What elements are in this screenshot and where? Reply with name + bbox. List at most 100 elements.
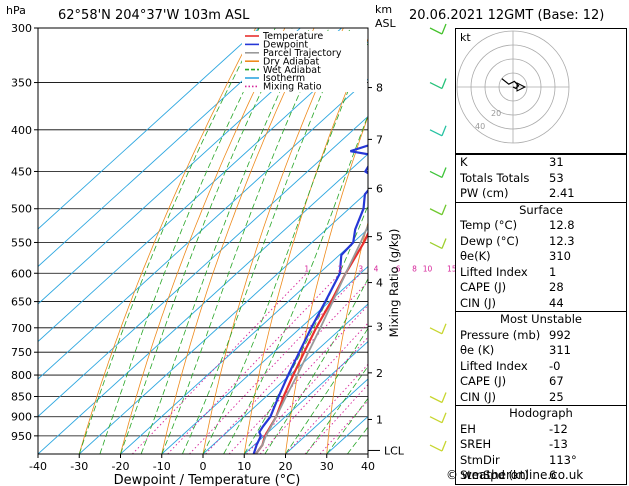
wind-barb-staff <box>429 81 443 90</box>
hodograph-ring-label: 40 <box>475 122 485 131</box>
mixing-ratio-label: 8 <box>412 264 417 273</box>
most-unstable-value: 311 <box>549 343 571 357</box>
dry-adiabat--30 <box>78 28 257 454</box>
x-tick-label: 10 <box>237 460 251 473</box>
index-row: Totals Totals 53 <box>456 171 626 187</box>
hodograph-stat-row: SREH -13 <box>456 437 626 453</box>
isotherm--10 <box>161 265 368 454</box>
most-unstable-row: CAPE (J) 67 <box>456 374 626 390</box>
mixing-ratio-label: 3 <box>358 264 363 273</box>
km-tick-label: 7 <box>376 133 383 146</box>
station-location: 62°58'N 204°37'W 103m ASL <box>58 8 250 23</box>
mixing-ratio-label: 15 <box>447 264 457 273</box>
mixing-ratio-line-4 <box>205 281 368 454</box>
most-unstable-value: 25 <box>549 389 564 404</box>
hodograph-stat-value: -12 <box>549 421 568 436</box>
mixing-ratio-line-3 <box>189 272 362 454</box>
most-unstable-row: Pressure (mb) 992 <box>456 328 626 344</box>
hodograph-stat-value: 113° <box>549 452 577 467</box>
wind-barb-flag <box>441 238 447 249</box>
pressure-tick-label: 700 <box>11 322 32 335</box>
surface-row: Lifted Index 1 <box>456 265 626 281</box>
legend-label: Parcel Trajectory <box>263 48 342 59</box>
isotherm-0 <box>202 303 368 454</box>
legend-label: Wet Adiabat <box>263 65 321 76</box>
x-tick-label: 0 <box>200 460 207 473</box>
lcl-label: LCL <box>384 444 405 457</box>
wind-barb-flag <box>441 125 447 137</box>
surface-row: CAPE (J) 28 <box>456 280 626 296</box>
wet-adiabat--10 <box>161 28 330 454</box>
pressure-tick-label: 650 <box>11 296 32 309</box>
most-unstable-key: CAPE (J) <box>460 374 507 388</box>
x-tick-label: 40 <box>361 460 375 473</box>
wind-barb-staff <box>429 170 443 179</box>
x-tick-label: 20 <box>279 460 293 473</box>
mixing-ratio-label: 4 <box>374 264 379 273</box>
mixing-ratio-label: 10 <box>423 264 433 273</box>
hodograph-stat-row: StmDir 113° <box>456 453 626 469</box>
wet-adiabat--5 <box>182 28 351 454</box>
mixing-ratio-line-20 <box>304 383 368 454</box>
wind-barbs <box>429 23 447 452</box>
surface-value: 12.8 <box>549 218 575 232</box>
mixing-ratio-line-6 <box>228 304 368 454</box>
x-axis-title: Dewpoint / Temperature (°C) <box>114 473 301 486</box>
pressure-tick-label: 550 <box>11 236 32 249</box>
hodograph-stat-key: SREH <box>460 437 492 451</box>
legend-label: Mixing Ratio <box>263 82 322 93</box>
hodograph-panel: kt 20 40 <box>455 28 627 154</box>
wind-barb-flag <box>441 440 447 452</box>
mixing-ratio-label: 1 <box>304 264 309 273</box>
surface-value: 12.3 <box>549 233 575 248</box>
wind-barb-staff <box>429 129 443 137</box>
wet-adiabat-30 <box>326 397 368 454</box>
isotherm-20 <box>285 378 368 454</box>
x-tick-label: -10 <box>153 460 171 473</box>
hodograph-stat-row: EH -12 <box>456 422 626 438</box>
wind-barb-staff <box>429 395 443 404</box>
isotherm--70 <box>38 40 368 343</box>
pressure-tick-label: 750 <box>11 346 32 359</box>
hodograph-stat-value: 6 <box>549 468 557 482</box>
wet-adiabat-0 <box>202 42 368 454</box>
index-value: 53 <box>549 170 564 185</box>
isotherm--30 <box>78 190 368 454</box>
x-tick-label: 30 <box>320 460 334 473</box>
km-tick-label: 1 <box>376 413 383 426</box>
hpa-unit-label: hPa <box>6 4 26 17</box>
hodograph-stat-key: StmSpd (kt) <box>460 468 529 482</box>
wind-barb-flag <box>441 23 447 35</box>
isotherm--100 <box>38 28 260 230</box>
wind-barb-flag <box>441 204 447 215</box>
most-unstable-key: Pressure (mb) <box>460 327 541 342</box>
wet-adiabat--20 <box>120 28 293 454</box>
pressure-tick-label: 450 <box>11 165 32 178</box>
most-unstable-row: θe (K) 311 <box>456 343 626 359</box>
dry-adiabat--20 <box>120 28 286 454</box>
index-row: PW (cm) 2.41 <box>456 186 626 202</box>
hodograph-stat-value: -13 <box>549 437 568 451</box>
most-unstable-key: Lifted Index <box>460 358 528 373</box>
surface-row: θe(K) 310 <box>456 249 626 265</box>
index-value: 2.41 <box>549 186 575 200</box>
surface-key: Dewp (°C) <box>460 233 520 248</box>
hodograph-stat-key: EH <box>460 421 476 436</box>
dry-adiabat-0 <box>202 28 344 454</box>
most-unstable-row: Lifted Index -0 <box>456 359 626 375</box>
mixing-ratio-line-2 <box>167 272 341 454</box>
surface-key: Lifted Index <box>460 264 528 279</box>
index-value: 31 <box>549 155 564 169</box>
pressure-tick-label: 900 <box>11 411 32 424</box>
background-lines <box>38 28 368 454</box>
most-unstable-section-title: Most Unstable <box>500 312 582 326</box>
wind-barb-staff <box>429 208 443 216</box>
axes: 3003504004505005506006507007508008509009… <box>11 22 405 473</box>
surface-row: Dewp (°C) 12.3 <box>456 234 626 250</box>
index-key: Totals Totals <box>460 170 530 185</box>
pressure-tick-label: 800 <box>11 369 32 382</box>
legend-label: Temperature <box>262 31 323 42</box>
km-tick-label: 6 <box>376 182 383 195</box>
surface-key: θe(K) <box>460 249 491 263</box>
